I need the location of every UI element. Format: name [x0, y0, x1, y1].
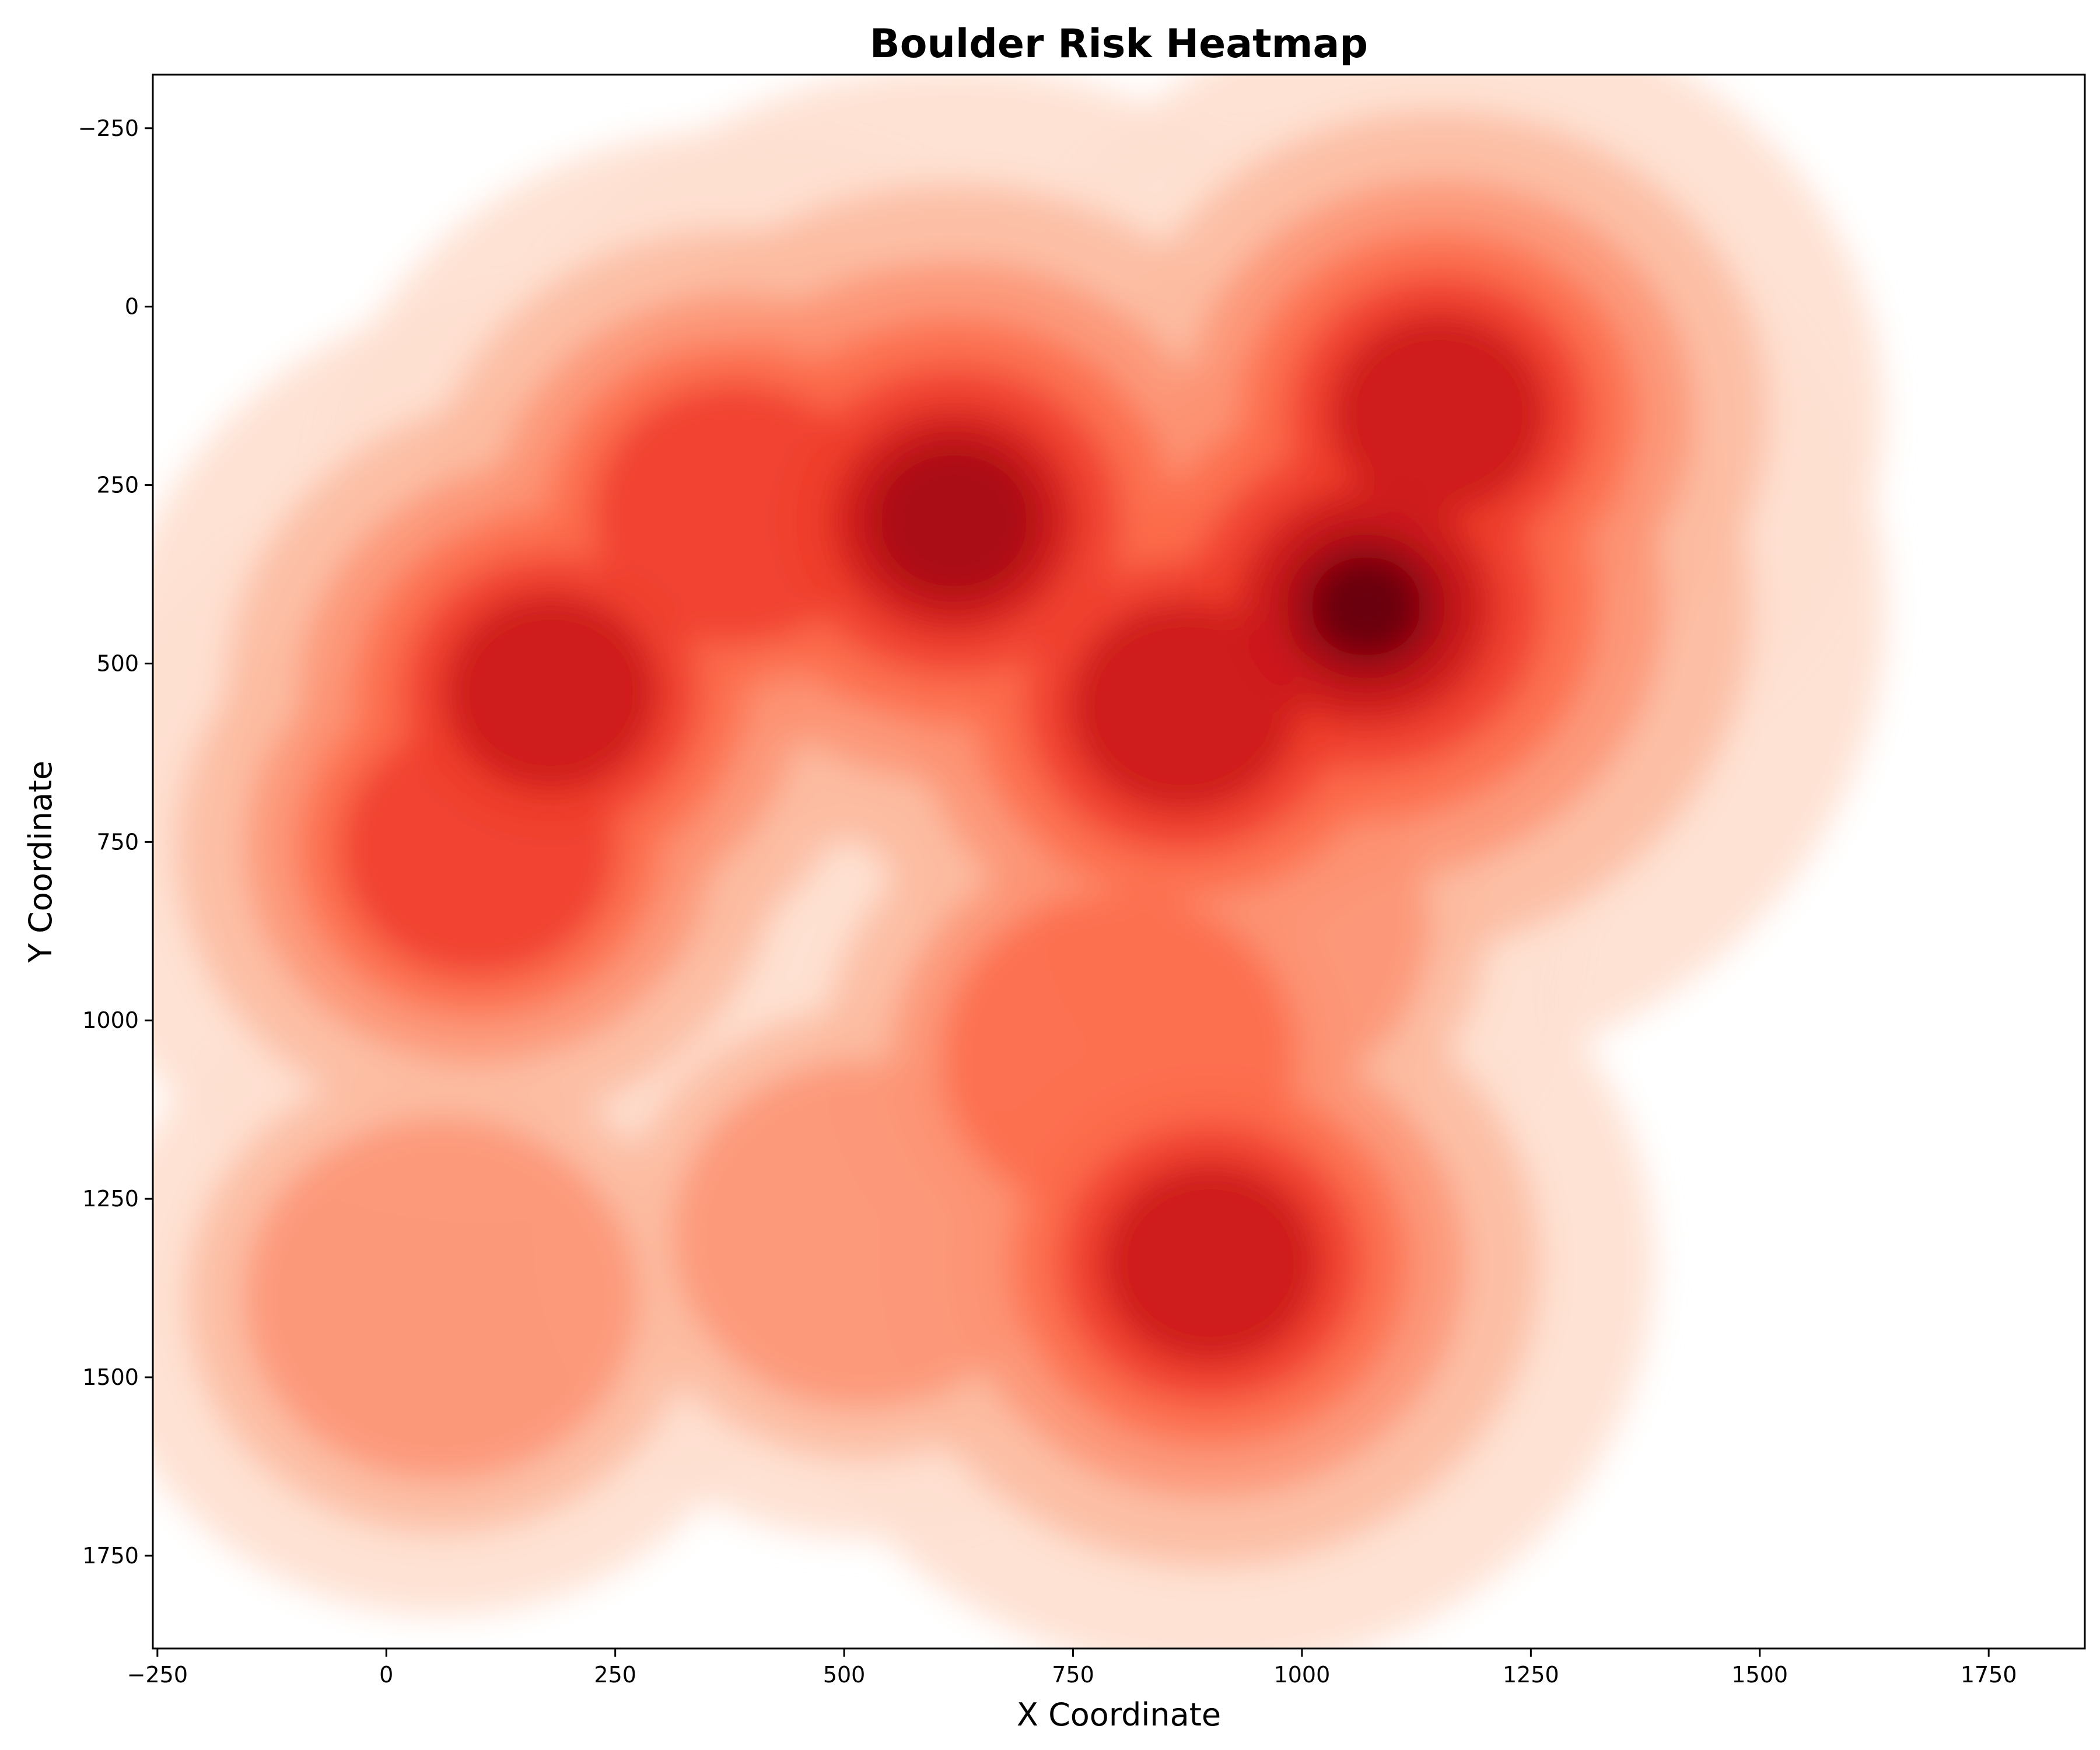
density-field: [153, 75, 1886, 1648]
density-layer: [153, 75, 1886, 1648]
density-contour: [1311, 555, 1422, 657]
density-contour: [592, 383, 876, 645]
x-tick-label: 1250: [1503, 1662, 1559, 1688]
density-contour: [443, 592, 660, 792]
y-axis-label: Y Coordinate: [22, 761, 59, 963]
y-tick-label: 1500: [82, 1364, 139, 1390]
y-tick-label: 500: [96, 650, 139, 676]
y-tick-label: 1750: [82, 1543, 139, 1569]
density-contour: [244, 1117, 639, 1480]
x-tick-label: −250: [127, 1662, 188, 1688]
y-tick-label: 1000: [82, 1007, 139, 1033]
y-tick-label: 250: [96, 473, 139, 498]
x-axis: −250 0 250 500 750 1000 1250 1500 1750: [127, 1648, 2017, 1688]
density-contour: [1329, 313, 1549, 514]
density-contour: [673, 1060, 1052, 1409]
x-tick-label: 1750: [1961, 1662, 2017, 1688]
plot-frame: [152, 74, 2086, 1650]
x-tick-label: 1000: [1274, 1662, 1331, 1688]
chart-title: Boulder Risk Heatmap: [870, 21, 1368, 67]
x-tick-label: 1500: [1731, 1662, 1788, 1688]
y-tick-label: 0: [125, 294, 139, 320]
density-contour: [1101, 1162, 1320, 1364]
x-tick-label: 750: [1052, 1662, 1094, 1688]
x-tick-label: 500: [823, 1662, 866, 1688]
y-tick-label: 1250: [82, 1186, 139, 1212]
y-axis: −250 0 250 500 750 1000 1250 1500 1750: [78, 116, 153, 1569]
x-axis-label: X Coordinate: [1017, 1696, 1221, 1733]
x-tick-label: 250: [594, 1662, 636, 1688]
x-tick-label: 0: [379, 1662, 393, 1688]
y-tick-label: −250: [78, 116, 139, 141]
y-tick-label: 750: [96, 829, 139, 855]
density-contour: [1068, 600, 1298, 813]
density-contour: [870, 443, 1038, 598]
